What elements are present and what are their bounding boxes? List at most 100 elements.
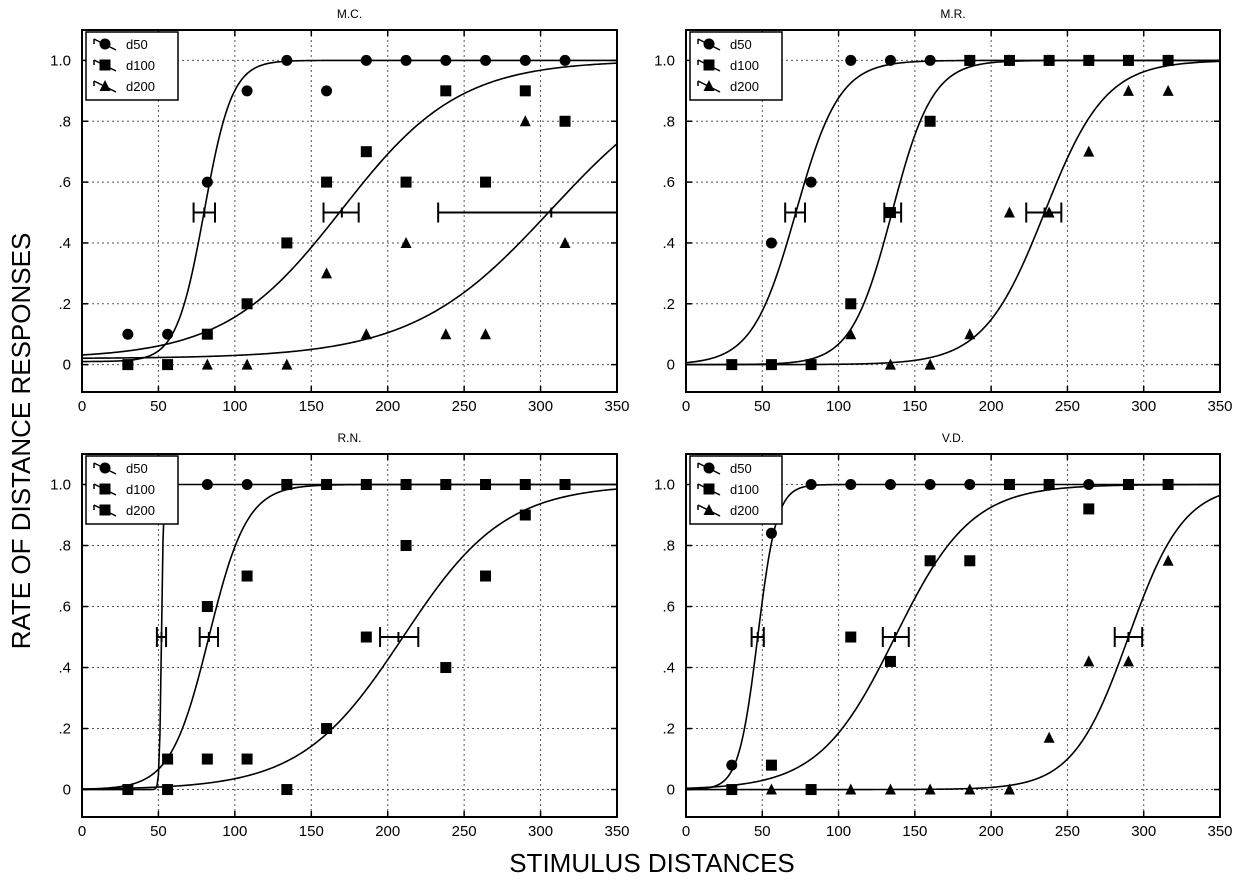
- y-tick-label: 1.0: [50, 477, 71, 494]
- data-point-d100: [519, 479, 531, 491]
- x-tick-label: 50: [754, 823, 771, 840]
- series-d100: [686, 479, 1220, 796]
- panel-r-n: 0 50 100 150 200 250 300 350 0 .2 .4 .6 .8 1.0 R.N. d50…: [50, 431, 629, 840]
- y-axis-label: RATE OF DISTANCE RESPONSES: [6, 233, 36, 650]
- x-tick-label: 200: [375, 398, 400, 415]
- x-tick-label: 0: [78, 823, 86, 840]
- x-tick-label: 350: [604, 398, 629, 415]
- x-tick-label: 200: [979, 823, 1004, 840]
- data-point-d200: [845, 783, 857, 795]
- data-point-d50: [765, 527, 777, 539]
- data-point-d50: [162, 328, 174, 340]
- y-tick-label: .2: [58, 296, 71, 313]
- legend-label-d200: d200: [126, 503, 155, 518]
- data-point-d50: [924, 479, 936, 491]
- data-point-d200: [440, 328, 452, 340]
- legend-marker-d100: [99, 483, 111, 495]
- x-tick-label: 100: [222, 398, 247, 415]
- y-tick-label: .8: [58, 113, 71, 130]
- data-point-d200: [360, 328, 372, 340]
- data-point-d200: [400, 236, 412, 248]
- series-d50: [82, 54, 617, 363]
- data-point-d50: [519, 54, 531, 66]
- data-point-d100: [241, 570, 253, 582]
- y-tick-label: .2: [662, 721, 675, 738]
- data-point-d200: [1003, 783, 1015, 795]
- data-point-d50: [122, 328, 134, 340]
- fit-curve-d50: [82, 59, 617, 363]
- legend-label-d50: d50: [730, 37, 752, 52]
- data-point-d50: [845, 54, 857, 66]
- legend-label-d200: d200: [730, 503, 759, 518]
- data-point-d200: [519, 509, 531, 521]
- data-point-d100: [559, 479, 571, 491]
- y-tick-label: 1.0: [50, 52, 71, 69]
- data-point-d200: [559, 236, 571, 248]
- series-d100: [82, 62, 617, 371]
- series-d50: [82, 479, 617, 791]
- errorbar-d200: [437, 202, 617, 223]
- errorbar-d50: [155, 627, 168, 648]
- series-d100: [686, 54, 1220, 371]
- data-point-d50: [1083, 479, 1095, 491]
- x-tick-label: 350: [604, 823, 629, 840]
- data-point-d100: [1043, 54, 1055, 66]
- legend: d50 d100 d200: [689, 31, 783, 101]
- data-point-d50: [884, 479, 896, 491]
- errorbar-d200: [379, 627, 420, 648]
- data-point-d100: [1003, 479, 1015, 491]
- data-point-d200: [480, 570, 492, 582]
- data-point-d200: [400, 540, 412, 552]
- data-point-d200: [360, 631, 372, 643]
- legend-label-d100: d100: [126, 482, 155, 497]
- data-point-d100: [162, 359, 174, 371]
- data-point-d50: [884, 54, 896, 66]
- y-tick-label: .6: [662, 599, 675, 616]
- data-point-d100: [1162, 54, 1174, 66]
- legend-label-d200: d200: [730, 79, 759, 94]
- y-tick-label: 0: [63, 782, 71, 799]
- fit-curve-d200: [82, 143, 617, 359]
- y-tick-label: .4: [58, 235, 71, 252]
- data-point-d100: [480, 479, 492, 491]
- data-point-d100: [845, 631, 857, 643]
- plot-frame: [81, 29, 618, 393]
- data-point-d100: [884, 207, 896, 219]
- data-point-d200: [1122, 84, 1134, 96]
- legend-marker-d100: [703, 59, 715, 71]
- legend-marker-d50: [703, 462, 715, 474]
- data-point-d200: [1003, 206, 1015, 218]
- y-tick-label: 1.0: [654, 477, 675, 494]
- data-point-d100: [162, 753, 174, 765]
- series-d50: [686, 479, 1220, 791]
- data-point-d200: [321, 267, 333, 279]
- series-d50: [686, 54, 1220, 364]
- data-point-d100: [241, 298, 253, 310]
- legend-marker-d50: [99, 462, 111, 474]
- data-point-d100: [201, 601, 213, 613]
- legend-marker-d200: [703, 80, 715, 91]
- data-point-d100: [1003, 54, 1015, 66]
- fit-curve-d200: [686, 60, 1220, 366]
- x-tick-label: 250: [452, 398, 477, 415]
- data-point-d200: [201, 753, 213, 765]
- data-point-d200: [321, 723, 333, 735]
- legend-label-d50: d50: [126, 461, 148, 476]
- data-point-d200: [122, 784, 134, 796]
- data-point-d50: [845, 479, 857, 491]
- y-tick-label: .2: [58, 721, 71, 738]
- data-point-d100: [1083, 503, 1095, 515]
- x-tick-label: 150: [299, 398, 324, 415]
- data-point-d100: [884, 655, 896, 667]
- data-point-d100: [480, 176, 492, 188]
- legend-marker-d200: [99, 80, 111, 91]
- data-point-d100: [964, 555, 976, 567]
- y-tick-label: .4: [58, 660, 71, 677]
- panel-v-d: 0 50 100 150 200 250 300 350 0 .2 .4 .6 .8 1.0 V.D. d50…: [654, 431, 1232, 840]
- y-tick-label: .6: [662, 174, 675, 191]
- errorbar-d200: [1025, 202, 1063, 223]
- x-tick-label: 250: [452, 823, 477, 840]
- data-point-d50: [924, 54, 936, 66]
- x-tick-label: 300: [1131, 823, 1156, 840]
- data-point-d200: [281, 358, 293, 370]
